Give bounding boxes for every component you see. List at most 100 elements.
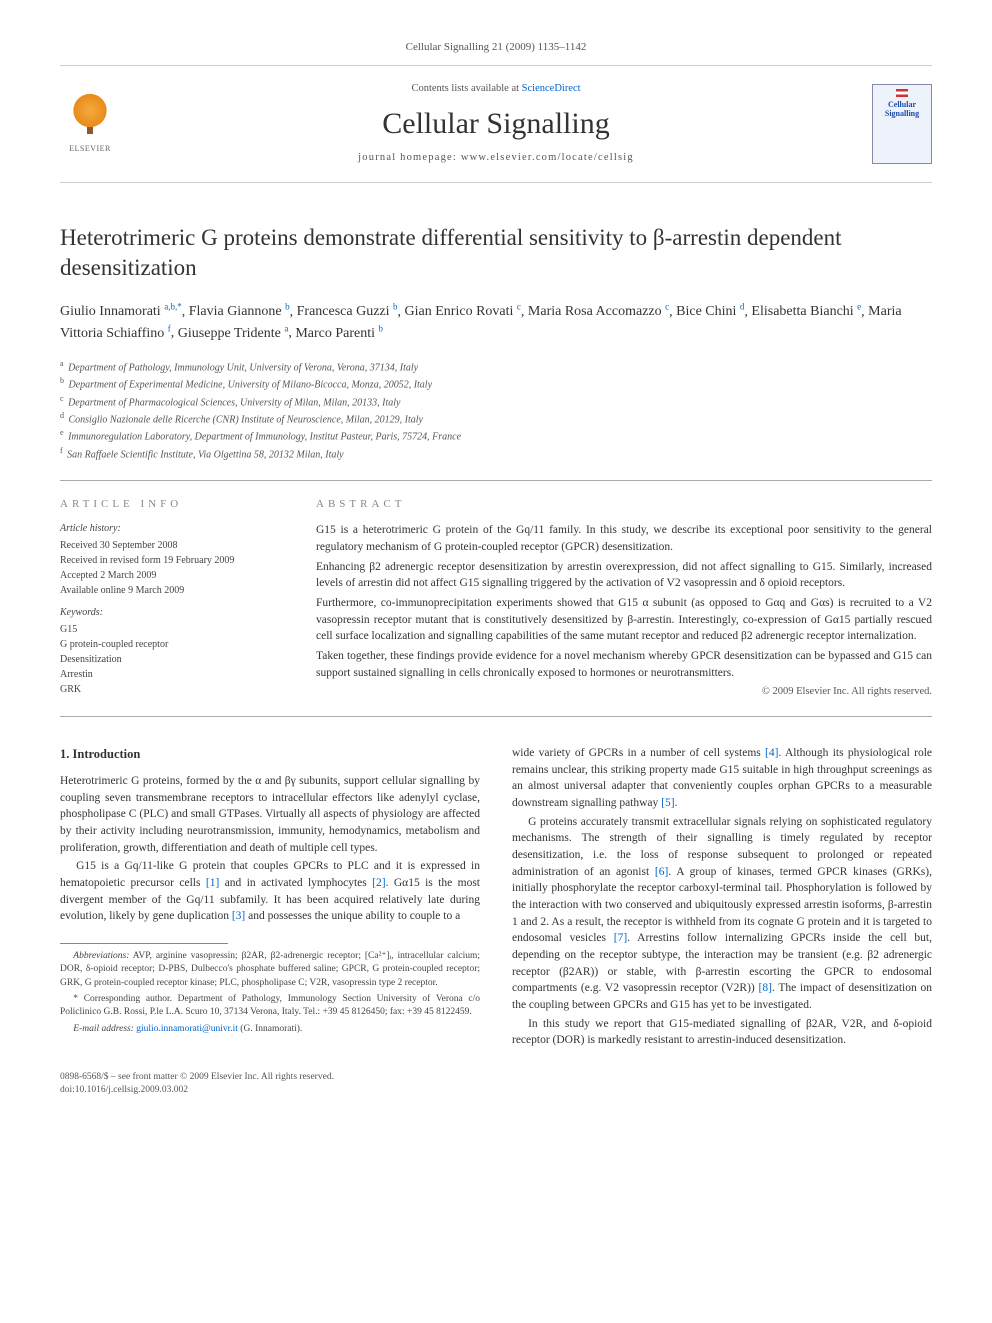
author: Elisabetta Bianchi e bbox=[751, 304, 861, 319]
journal-homepage: journal homepage: www.elsevier.com/locat… bbox=[140, 151, 852, 166]
affiliation: b Department of Experimental Medicine, U… bbox=[60, 375, 932, 392]
author: Giulio Innamorati a,b,* bbox=[60, 304, 182, 319]
keyword: Arrestin bbox=[60, 667, 280, 682]
author-link[interactable]: Maria Rosa Accomazzo bbox=[528, 304, 665, 319]
history-line: Received 30 September 2008 bbox=[60, 538, 280, 553]
corr-footnote: * Corresponding author. Department of Pa… bbox=[60, 993, 480, 1020]
affiliation: c Department of Pharmacological Sciences… bbox=[60, 393, 932, 410]
body-columns: 1. Introduction Heterotrimeric G protein… bbox=[60, 745, 932, 1049]
author: Flavia Giannone b bbox=[189, 304, 290, 319]
abstract-copyright: © 2009 Elsevier Inc. All rights reserved… bbox=[316, 685, 932, 700]
affiliation: a Department of Pathology, Immunology Un… bbox=[60, 358, 932, 375]
article-info: ARTICLE INFO Article history: Received 3… bbox=[60, 497, 280, 700]
author-link[interactable]: Francesca Guzzi bbox=[297, 304, 393, 319]
journal-header: ELSEVIER Contents lists available at Sci… bbox=[60, 74, 932, 173]
abstract-para: Taken together, these findings provide e… bbox=[316, 648, 932, 681]
abstract-para: G15 is a heterotrimeric G protein of the… bbox=[316, 522, 932, 555]
journal-citation: Cellular Signalling 21 (2009) 1135–1142 bbox=[60, 40, 932, 55]
author-link[interactable]: Marco Parenti bbox=[295, 326, 378, 341]
author: Bice Chini d bbox=[676, 304, 744, 319]
affiliation: f San Raffaele Scientific Institute, Via… bbox=[60, 445, 932, 462]
footnotes: Abbreviations: AVP, arginine vasopressin… bbox=[60, 950, 480, 1036]
elsevier-label: ELSEVIER bbox=[69, 143, 111, 154]
ref-link[interactable]: [8] bbox=[759, 982, 772, 994]
author-superscript: a,b,* bbox=[164, 302, 182, 312]
body-para: G15 is a Gq/11-like G protein that coupl… bbox=[60, 858, 480, 925]
sciencedirect-link[interactable]: ScienceDirect bbox=[522, 83, 581, 94]
ref-link[interactable]: [6] bbox=[655, 866, 668, 878]
footer: 0898-6568/$ – see front matter © 2009 El… bbox=[60, 1071, 932, 1098]
elsevier-tree-icon bbox=[65, 93, 115, 143]
author-link[interactable]: Giuseppe Tridente bbox=[178, 326, 285, 341]
corr-label: * Corresponding author. bbox=[73, 994, 172, 1004]
history-line: Received in revised form 19 February 200… bbox=[60, 553, 280, 568]
section-heading: 1. Introduction bbox=[60, 745, 480, 763]
author: Maria Rosa Accomazzo c bbox=[528, 304, 669, 319]
article-title: Heterotrimeric G proteins demonstrate di… bbox=[60, 223, 932, 283]
history-line: Accepted 2 March 2009 bbox=[60, 568, 280, 583]
author-link[interactable]: Gian Enrico Rovati bbox=[405, 304, 517, 319]
abbrev-footnote: Abbreviations: AVP, arginine vasopressin… bbox=[60, 950, 480, 990]
body-para: Heterotrimeric G proteins, formed by the… bbox=[60, 773, 480, 856]
email-suffix: (G. Innamorati). bbox=[238, 1024, 302, 1034]
journal-name: Cellular Signalling bbox=[140, 103, 852, 145]
abstract-text: G15 is a heterotrimeric G protein of the… bbox=[316, 522, 932, 681]
journal-center: Contents lists available at ScienceDirec… bbox=[140, 82, 852, 165]
email-label: E-mail address: bbox=[73, 1024, 134, 1034]
author-link[interactable]: Bice Chini bbox=[676, 304, 740, 319]
history-label: Article history: bbox=[60, 522, 280, 536]
author: Giuseppe Tridente a bbox=[178, 326, 289, 341]
author-superscript: e bbox=[857, 302, 861, 312]
author-superscript: c bbox=[665, 302, 669, 312]
keyword: Desensitization bbox=[60, 652, 280, 667]
cover-title: Cellular Signalling bbox=[877, 101, 927, 119]
elsevier-logo: ELSEVIER bbox=[60, 89, 120, 159]
body-para: In this study we report that G15-mediate… bbox=[512, 1016, 932, 1049]
contents-prefix: Contents lists available at bbox=[411, 83, 521, 94]
abbrev-label: Abbreviations: bbox=[73, 951, 129, 961]
info-abstract-row: ARTICLE INFO Article history: Received 3… bbox=[60, 480, 932, 717]
footer-line1: 0898-6568/$ – see front matter © 2009 El… bbox=[60, 1071, 932, 1084]
ref-link[interactable]: [7] bbox=[614, 932, 627, 944]
email-link[interactable]: giulio.innamorati@univr.it bbox=[134, 1024, 238, 1034]
ref-link[interactable]: [4] bbox=[765, 747, 778, 759]
author: Francesca Guzzi b bbox=[297, 304, 398, 319]
footer-line2: doi:10.1016/j.cellsig.2009.03.002 bbox=[60, 1084, 932, 1097]
divider bbox=[60, 65, 932, 66]
keyword: G protein-coupled receptor bbox=[60, 637, 280, 652]
author-superscript: d bbox=[740, 302, 745, 312]
keyword: G15 bbox=[60, 622, 280, 637]
email-footnote: E-mail address: giulio.innamorati@univr.… bbox=[60, 1023, 480, 1036]
footnote-rule bbox=[60, 943, 228, 944]
author: Marco Parenti b bbox=[295, 326, 383, 341]
journal-cover-thumb: Cellular Signalling bbox=[872, 84, 932, 164]
author-superscript: b bbox=[393, 302, 398, 312]
author-list: Giulio Innamorati a,b,*, Flavia Giannone… bbox=[60, 301, 932, 344]
ref-link[interactable]: [5] bbox=[661, 797, 674, 809]
author-link[interactable]: Giulio Innamorati bbox=[60, 304, 164, 319]
affiliation: d Consiglio Nazionale delle Ricerche (CN… bbox=[60, 410, 932, 427]
ref-link[interactable]: [2] bbox=[372, 877, 385, 889]
divider bbox=[60, 182, 932, 183]
history-line: Available online 9 March 2009 bbox=[60, 583, 280, 598]
ref-link[interactable]: [3] bbox=[232, 910, 245, 922]
author-superscript: a bbox=[284, 323, 288, 333]
author-link[interactable]: Flavia Giannone bbox=[189, 304, 285, 319]
affiliation-list: a Department of Pathology, Immunology Un… bbox=[60, 358, 932, 462]
contents-line: Contents lists available at ScienceDirec… bbox=[140, 82, 852, 97]
author-superscript: c bbox=[517, 302, 521, 312]
author: Gian Enrico Rovati c bbox=[405, 304, 521, 319]
abstract-para: Enhancing β2 adrenergic receptor desensi… bbox=[316, 559, 932, 592]
article-info-heading: ARTICLE INFO bbox=[60, 497, 280, 512]
keyword: GRK bbox=[60, 682, 280, 697]
ref-link[interactable]: [1] bbox=[206, 877, 219, 889]
abstract-para: Furthermore, co-immunoprecipitation expe… bbox=[316, 595, 932, 645]
body-para: wide variety of GPCRs in a number of cel… bbox=[512, 745, 932, 812]
keywords-label: Keywords: bbox=[60, 606, 280, 620]
author-superscript: b bbox=[285, 302, 290, 312]
abstract-column: ABSTRACT G15 is a heterotrimeric G prote… bbox=[316, 497, 932, 700]
cover-flag-icon bbox=[896, 89, 908, 97]
author-superscript: b bbox=[379, 323, 384, 333]
author-link[interactable]: Elisabetta Bianchi bbox=[751, 304, 857, 319]
affiliation: e Immunoregulation Laboratory, Departmen… bbox=[60, 427, 932, 444]
